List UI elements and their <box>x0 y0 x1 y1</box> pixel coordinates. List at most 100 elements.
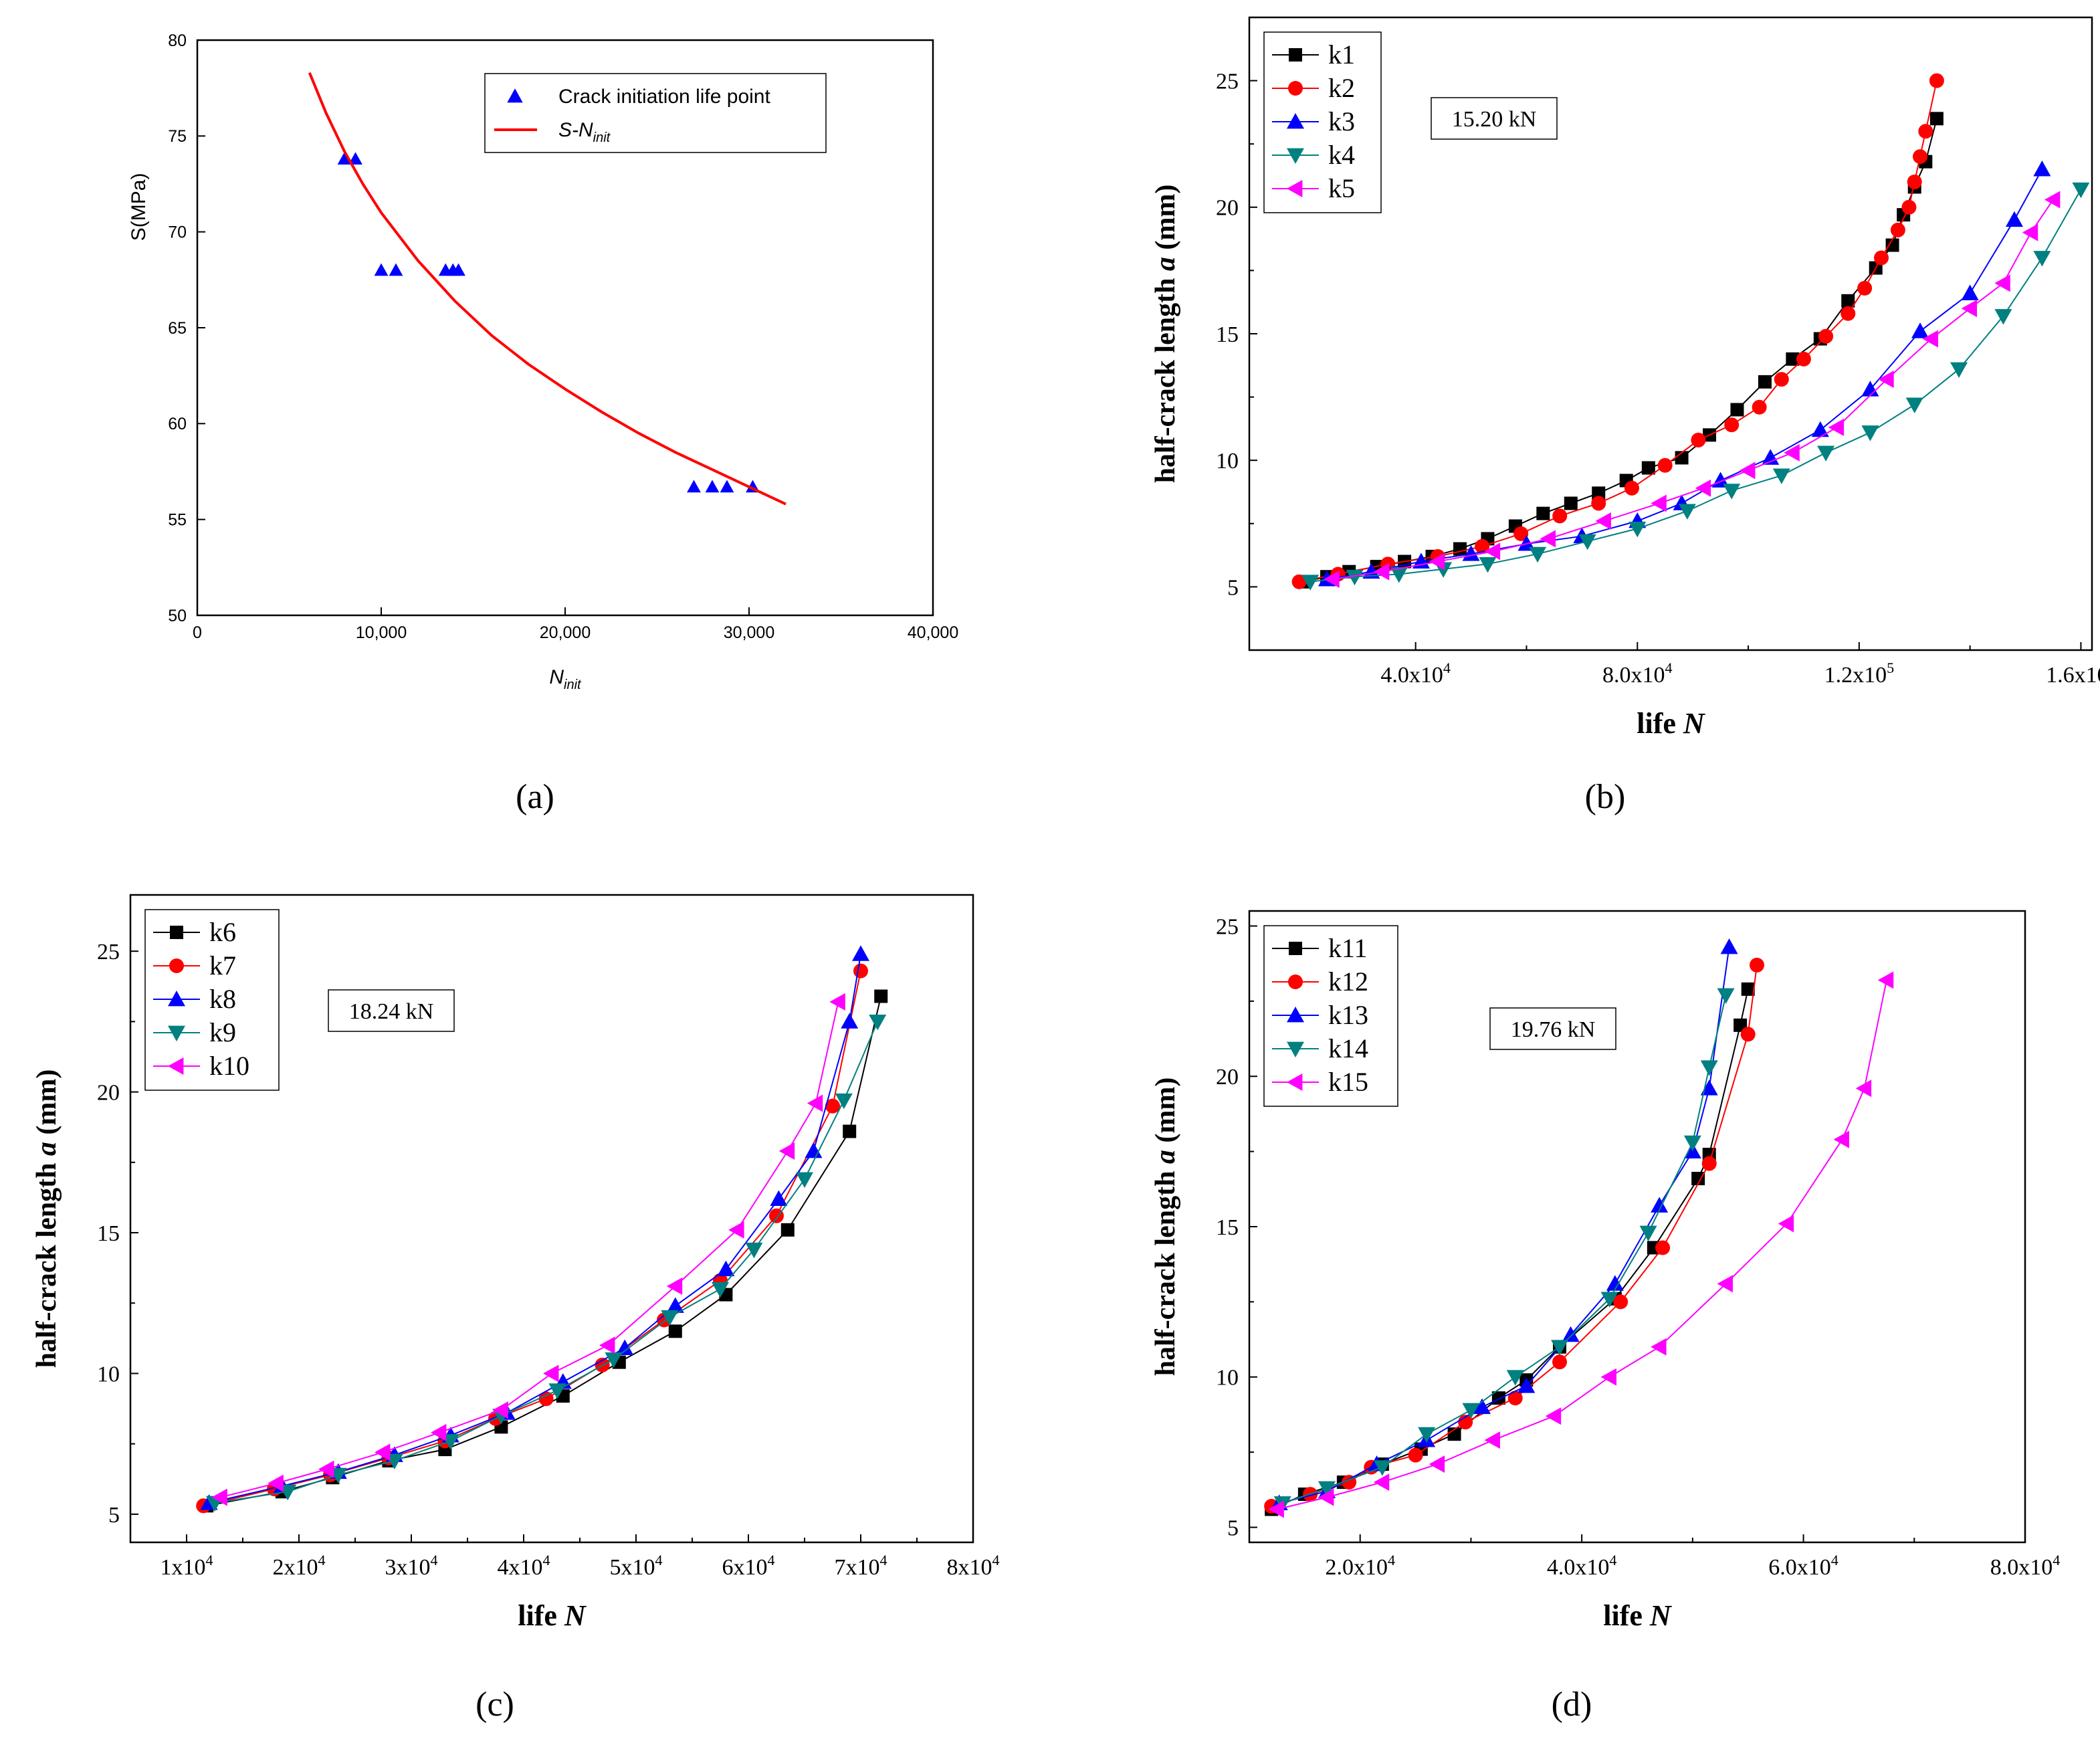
y-axis-label-var: a <box>1150 1150 1181 1164</box>
data-point <box>538 1391 554 1407</box>
legend-marker <box>1289 48 1302 62</box>
series-k5 <box>1324 191 2061 589</box>
series-k4 <box>1301 182 2090 591</box>
data-point <box>666 1277 683 1296</box>
data-point <box>1600 1368 1616 1386</box>
x-tick-label: 8.0x104 <box>1990 1552 2061 1580</box>
legend-marker <box>1289 942 1302 955</box>
legend-label: k4 <box>1328 140 1355 170</box>
legend-label: k7 <box>209 950 236 981</box>
data-point <box>1552 508 1568 524</box>
data-point <box>796 1172 813 1189</box>
data-point <box>1592 486 1606 500</box>
y-tick-label: 25 <box>1216 914 1239 939</box>
data-point <box>1913 149 1928 165</box>
data-point <box>1700 1080 1718 1096</box>
chart-panel-a: 0 10,000 20,000 30,000 40,000 50 55 60 65 70 75 80 N… <box>128 31 958 692</box>
data-point <box>1878 371 1894 389</box>
data-point <box>1695 479 1711 497</box>
legend-label-main: S-N <box>558 119 593 141</box>
data-point <box>1624 480 1639 496</box>
x-tick-label: 2x104 <box>272 1552 325 1580</box>
y-tick-label: 20 <box>97 1081 120 1106</box>
x-axis-label: life N <box>1603 1599 1673 1632</box>
y-tick-label: 5 <box>108 1503 120 1528</box>
series-k2 <box>1291 73 1944 589</box>
y-axis-label: S(MPa) <box>128 173 150 241</box>
x-tick-label: 1.2x105 <box>1824 659 1895 688</box>
series-k15 <box>1268 971 1894 1518</box>
data-point <box>1318 1481 1336 1498</box>
x-tick-label-base: 1.6x10 <box>2046 663 2100 688</box>
x-tick-label: 1x104 <box>160 1552 213 1580</box>
legend-label: k9 <box>209 1017 236 1047</box>
x-tick-label-exp: 4 <box>2053 1552 2060 1568</box>
y-tick-label: 15 <box>97 1221 120 1246</box>
legend-label: S-Ninit <box>558 119 611 145</box>
x-tick-label-base: 8.0x10 <box>1990 1555 2053 1580</box>
y-tick-label: 15 <box>1216 1215 1239 1240</box>
legend-label: Crack initiation life point <box>558 86 770 108</box>
data-point <box>1564 496 1578 510</box>
legend-marker <box>168 1057 184 1075</box>
x-tick-label-base: 4x10 <box>497 1555 542 1580</box>
y-tick-label: 5 <box>1227 1516 1239 1540</box>
data-point <box>1901 199 1917 215</box>
data-point <box>745 1242 763 1259</box>
x-tick-label-base: 3x10 <box>385 1555 430 1580</box>
caption-a: (a) <box>516 778 554 816</box>
x-tick-label: 4.0x104 <box>1547 1552 1617 1580</box>
legend-marker <box>1287 180 1303 197</box>
y-axis-label-main: half-crack length <box>31 1156 62 1368</box>
y-tick-label: 20 <box>1216 196 1239 221</box>
data-point <box>1994 309 2012 325</box>
data-point <box>374 263 389 276</box>
x-tick-label-base: 2.0x10 <box>1325 1555 1388 1580</box>
x-tick-label: 30,000 <box>724 623 774 642</box>
y-tick-label: 75 <box>168 127 187 146</box>
chart-panel-b: 4.0x1048.0x1041.2x1051.6x105510152025lif… <box>1150 16 2100 740</box>
y-tick-label: 15 <box>1216 322 1239 347</box>
x-axis-label-sub: init <box>564 678 582 692</box>
y-axis-label-unit: (mm) <box>31 1069 62 1142</box>
y-tick-label: 20 <box>1216 1065 1239 1090</box>
data-point <box>1784 443 1800 462</box>
data-point <box>1857 280 1873 296</box>
data-point <box>431 1423 447 1441</box>
data-point <box>1536 506 1550 520</box>
caption-b: (b) <box>1585 778 1626 816</box>
data-point <box>1545 1407 1562 1425</box>
data-point <box>1475 538 1490 554</box>
x-axis-label-var: N <box>1683 707 1706 740</box>
x-tick-label-base: 4.0x10 <box>1380 663 1443 688</box>
x-tick-label: 3x104 <box>385 1552 437 1580</box>
data-point <box>1324 571 1340 589</box>
x-tick-label: 10,000 <box>356 623 407 642</box>
data-point <box>1723 484 1741 500</box>
data-point <box>1507 1391 1523 1406</box>
data-point <box>1796 351 1811 367</box>
x-tick-label: 1.6x105 <box>2046 659 2100 688</box>
x-tick-label-exp: 4 <box>542 1552 550 1568</box>
legend-marker <box>1288 81 1303 96</box>
legend-marker <box>1288 975 1303 989</box>
legend-label: k15 <box>1328 1067 1368 1097</box>
data-point <box>1591 496 1606 511</box>
data-point <box>2033 161 2051 177</box>
data-point <box>1911 322 1929 338</box>
data-point <box>348 152 362 165</box>
y-tick-label: 80 <box>168 31 187 50</box>
data-point <box>2044 191 2061 209</box>
data-point <box>1691 1172 1705 1186</box>
x-axis-label: life N <box>1637 707 1706 740</box>
data-point <box>1513 526 1529 541</box>
data-point <box>1740 1027 1756 1042</box>
data-point <box>1885 238 1899 252</box>
data-point <box>829 993 845 1011</box>
data-point <box>728 1221 744 1239</box>
data-point <box>778 1142 795 1160</box>
x-tick-label: 8.0x104 <box>1602 659 1673 688</box>
x-tick-label-base: 7x10 <box>834 1555 879 1580</box>
x-tick-label-exp: 4 <box>992 1552 999 1568</box>
legend-marker <box>507 88 523 103</box>
